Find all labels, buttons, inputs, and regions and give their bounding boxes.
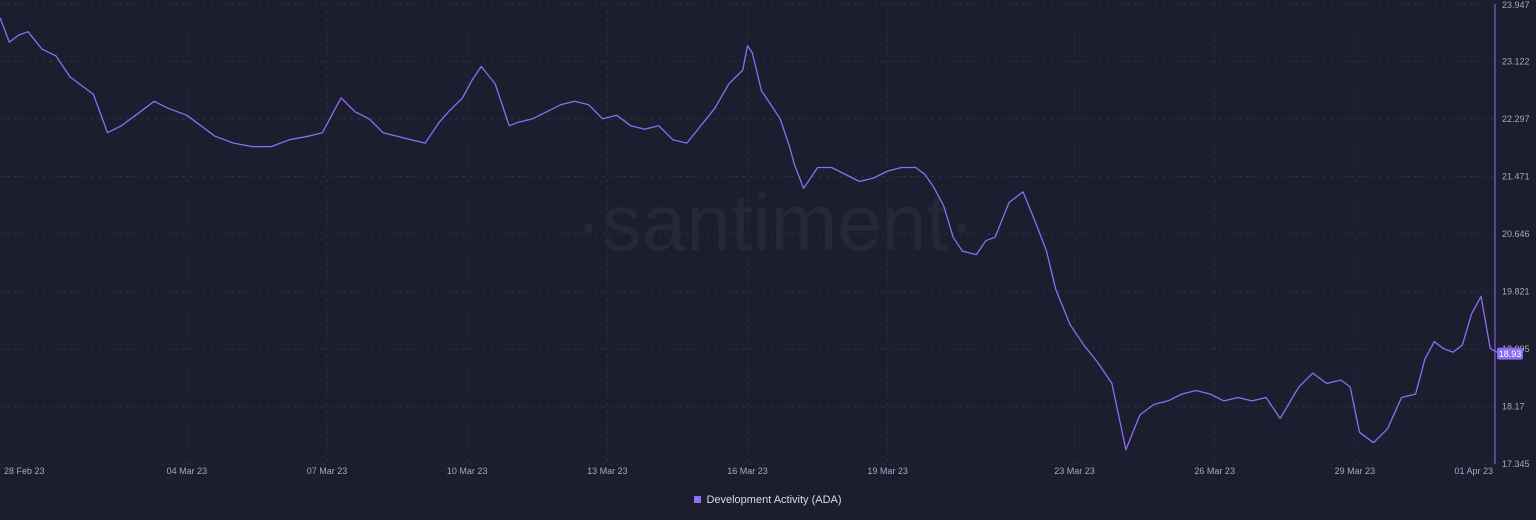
current-value-label: 18.93 <box>1499 349 1522 359</box>
x-tick-label: 13 Mar 23 <box>587 466 628 476</box>
y-axis: 23.947 23.122 22.297 21.471 20.646 19.821 18.9… <box>1502 0 1530 469</box>
plot-area[interactable] <box>0 17 1501 451</box>
legend[interactable]: Development Activity (ADA) <box>0 494 1536 506</box>
x-tick-label: 10 Mar 23 <box>447 466 488 476</box>
legend-swatch <box>694 496 702 503</box>
x-tick-label: 29 Mar 23 <box>1335 466 1376 476</box>
y-tick-label: 22.297 <box>1502 114 1530 124</box>
santiment-watermark: ·santiment· <box>575 178 975 267</box>
y-tick-label: 23.122 <box>1502 56 1530 66</box>
x-tick-label: 01 Apr 23 <box>1454 466 1493 476</box>
legend-label: Development Activity (ADA) <box>706 494 842 506</box>
series-line-development-activity[interactable] <box>0 17 1501 451</box>
x-tick-label: 07 Mar 23 <box>307 466 348 476</box>
y-tick-label: 19.821 <box>1502 286 1530 296</box>
y-tick-label: 17.345 <box>1502 459 1530 469</box>
y-tick-label: 23.947 <box>1502 0 1530 10</box>
y-tick-label: 21.471 <box>1502 172 1530 182</box>
x-axis: 28 Feb 23 04 Mar 23 07 Mar 23 10 Mar 23 13 M… <box>4 466 1493 476</box>
y-tick-label: 20.646 <box>1502 229 1530 239</box>
x-tick-label: 19 Mar 23 <box>867 466 908 476</box>
y-tick-label: 18.17 <box>1502 402 1525 412</box>
x-tick-label: 28 Feb 23 <box>4 466 45 476</box>
x-tick-label: 16 Mar 23 <box>727 466 768 476</box>
current-value-badge: 18.93 <box>1497 347 1523 360</box>
current-value-badge-bg <box>1497 347 1523 360</box>
x-tick-label: 23 Mar 23 <box>1054 466 1095 476</box>
x-tick-label: 26 Mar 23 <box>1194 466 1235 476</box>
x-tick-label: 04 Mar 23 <box>167 466 208 476</box>
